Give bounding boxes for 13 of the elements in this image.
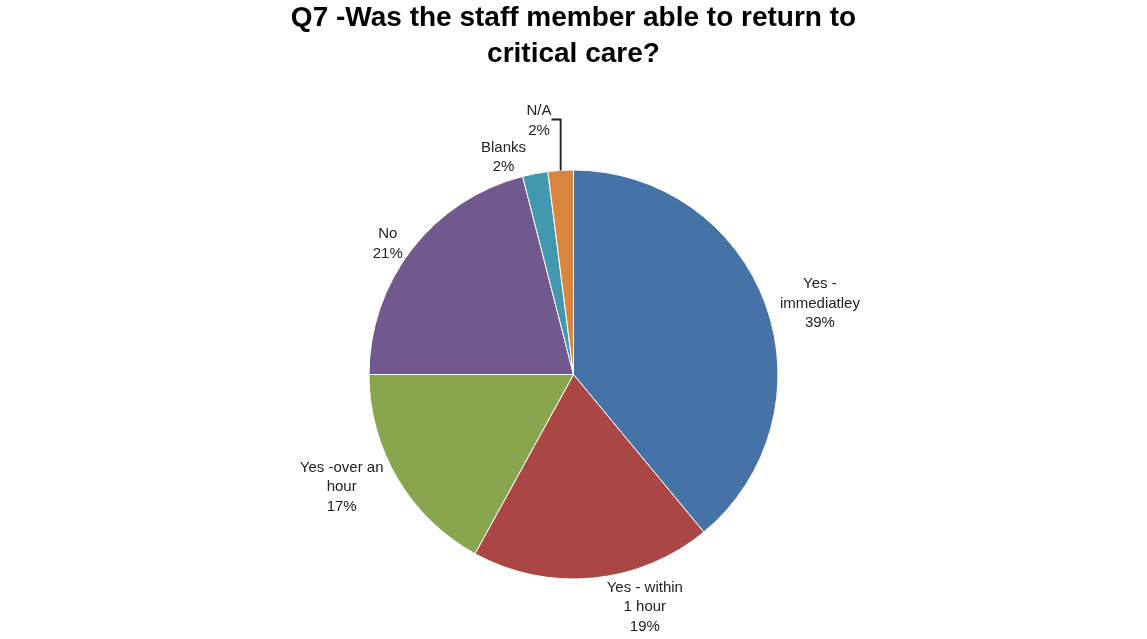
data-label: 17% — [326, 496, 357, 514]
slice-label: N/A — [526, 101, 552, 119]
slice-label: Blanks — [481, 137, 527, 155]
data-label: 2% — [492, 157, 515, 175]
slice-label: Yes - immediatley — [779, 274, 861, 311]
slice-label: No — [378, 224, 398, 242]
data-label: 19% — [629, 616, 660, 634]
chart-title: Q7 -Was the staff member able to return to critical care? — [290, 0, 857, 68]
data-label: 39% — [804, 313, 835, 331]
slice-label: Yes - within 1 hour — [606, 577, 683, 615]
data-label: 21% — [372, 243, 403, 261]
data-label: 2% — [528, 120, 550, 138]
slice-label: Yes -over an hour — [299, 457, 384, 495]
